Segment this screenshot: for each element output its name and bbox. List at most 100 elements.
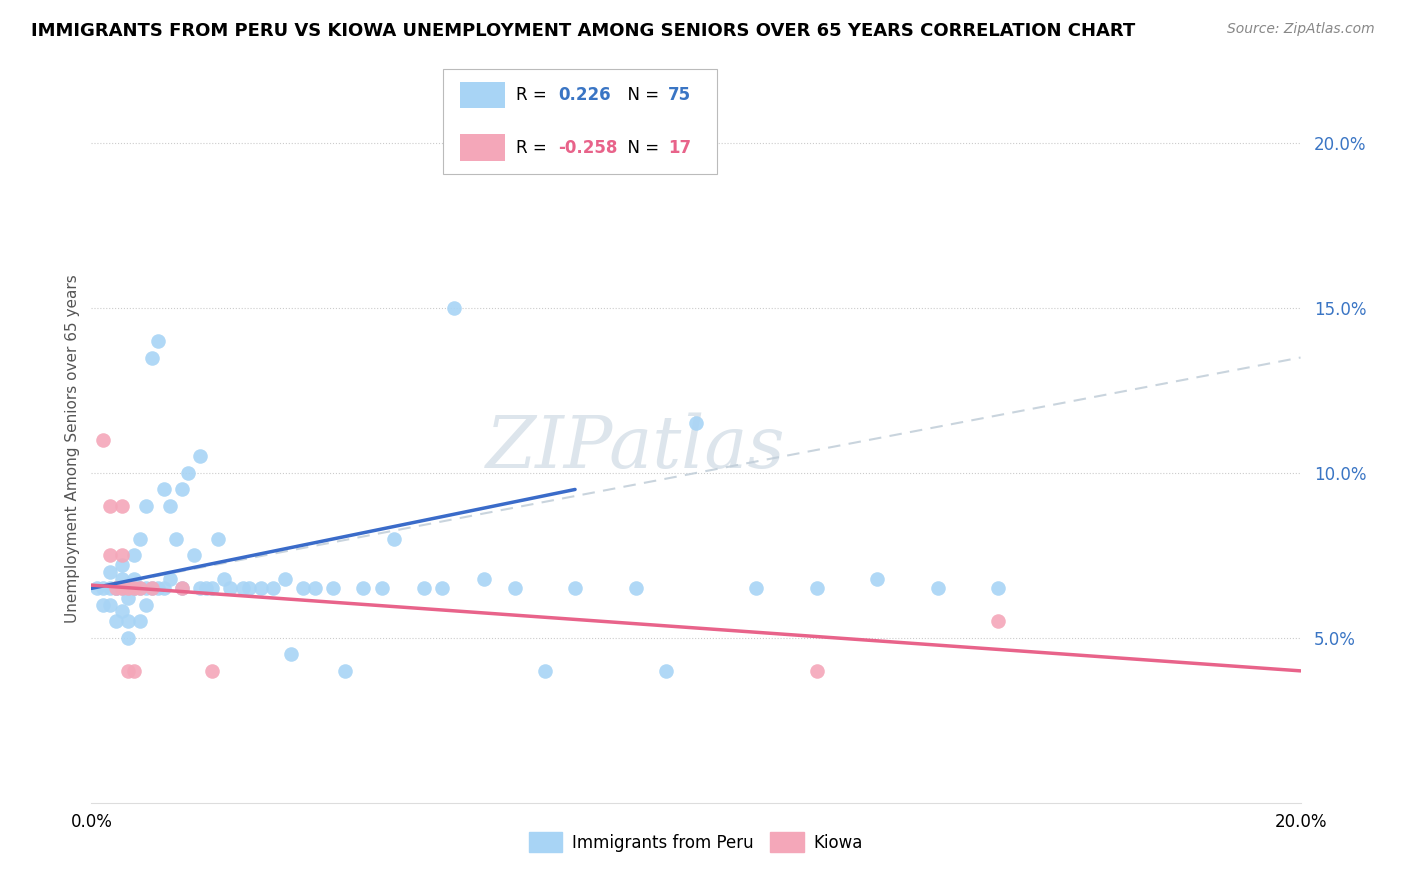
Point — [104, 582, 127, 596]
Point — [98, 582, 121, 596]
Point — [219, 582, 242, 596]
Point — [111, 499, 132, 513]
Point — [135, 499, 157, 513]
Point — [201, 582, 224, 596]
Y-axis label: Unemployment Among Seniors over 65 years: Unemployment Among Seniors over 65 years — [65, 274, 80, 623]
Point — [128, 582, 150, 596]
Point — [304, 582, 326, 596]
Point — [806, 582, 828, 596]
Point — [135, 598, 157, 612]
Point — [122, 572, 145, 586]
Point — [172, 582, 194, 596]
Point — [564, 582, 586, 596]
Point — [141, 582, 163, 596]
Point — [352, 582, 374, 596]
Text: ZIPatlas: ZIPatlas — [485, 413, 786, 483]
Point — [122, 582, 145, 596]
Point — [443, 301, 465, 315]
Point — [104, 615, 127, 629]
Point — [866, 572, 889, 586]
Point — [430, 582, 453, 596]
Text: R =: R = — [516, 86, 553, 104]
Point — [111, 549, 132, 563]
Point — [117, 631, 139, 645]
Point — [117, 582, 139, 596]
Point — [93, 433, 115, 447]
Point — [172, 483, 194, 497]
Point — [322, 582, 344, 596]
Point — [111, 582, 132, 596]
Point — [122, 582, 145, 596]
Point — [987, 615, 1010, 629]
Point — [159, 499, 181, 513]
Point — [117, 615, 139, 629]
Point — [93, 582, 115, 596]
Point — [172, 582, 194, 596]
Point — [146, 334, 169, 348]
Point — [292, 582, 315, 596]
Point — [135, 582, 157, 596]
Point — [413, 582, 436, 596]
Point — [153, 582, 176, 596]
Point — [533, 664, 555, 678]
Point — [141, 351, 163, 365]
Point — [98, 598, 121, 612]
Point — [141, 582, 163, 596]
Point — [927, 582, 949, 596]
Text: IMMIGRANTS FROM PERU VS KIOWA UNEMPLOYMENT AMONG SENIORS OVER 65 YEARS CORRELATI: IMMIGRANTS FROM PERU VS KIOWA UNEMPLOYME… — [31, 22, 1135, 40]
Point — [188, 450, 211, 464]
Point — [214, 572, 236, 586]
Point — [238, 582, 260, 596]
Text: R =: R = — [516, 138, 553, 157]
Point — [188, 582, 211, 596]
Point — [117, 591, 139, 606]
Point — [201, 664, 224, 678]
Point — [382, 532, 405, 546]
Point — [111, 582, 132, 596]
Point — [207, 532, 229, 546]
Point — [128, 582, 150, 596]
Point — [249, 582, 271, 596]
Point — [231, 582, 253, 596]
Text: 0.226: 0.226 — [558, 86, 610, 104]
Point — [117, 664, 139, 678]
Point — [195, 582, 218, 596]
Point — [93, 598, 115, 612]
Point — [987, 582, 1010, 596]
Point — [98, 565, 121, 579]
Point — [370, 582, 392, 596]
Text: N =: N = — [617, 86, 665, 104]
Point — [98, 549, 121, 563]
Point — [104, 582, 127, 596]
Point — [183, 549, 205, 563]
Point — [122, 664, 145, 678]
Text: -0.258: -0.258 — [558, 138, 617, 157]
Point — [262, 582, 284, 596]
Point — [111, 572, 132, 586]
Point — [98, 499, 121, 513]
Point — [274, 572, 297, 586]
Point — [503, 582, 526, 596]
Text: 75: 75 — [668, 86, 690, 104]
Point — [146, 582, 169, 596]
Point — [685, 417, 707, 431]
Point — [111, 605, 132, 619]
Point — [122, 549, 145, 563]
Point — [654, 664, 676, 678]
Text: 17: 17 — [668, 138, 690, 157]
Point — [165, 532, 187, 546]
Point — [472, 572, 495, 586]
Point — [280, 648, 302, 662]
Point — [128, 532, 150, 546]
Point — [159, 572, 181, 586]
Point — [177, 466, 200, 480]
Point — [153, 483, 176, 497]
Point — [117, 582, 139, 596]
Point — [624, 582, 647, 596]
Point — [86, 582, 108, 596]
Point — [128, 615, 150, 629]
Text: N =: N = — [617, 138, 665, 157]
Text: Source: ZipAtlas.com: Source: ZipAtlas.com — [1227, 22, 1375, 37]
Point — [104, 582, 127, 596]
Point — [745, 582, 768, 596]
